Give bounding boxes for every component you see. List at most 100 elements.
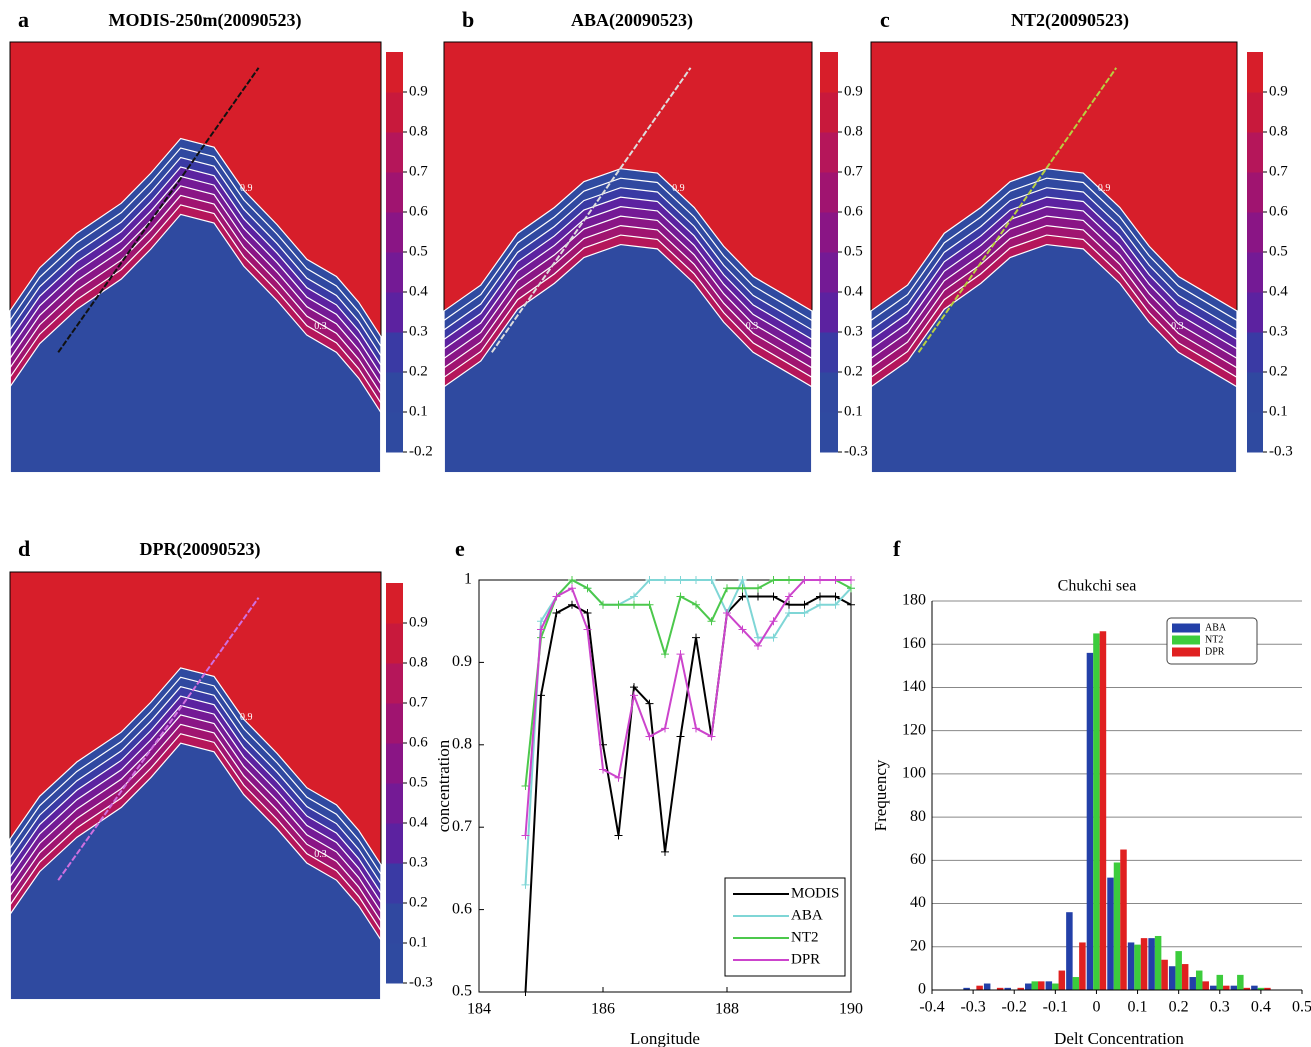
point-marker [738, 625, 747, 634]
point-marker [521, 782, 530, 790]
y-tick-label: 40 [910, 894, 926, 911]
colorbar-tick-label: -0.3 [1269, 443, 1293, 459]
bar [1086, 652, 1094, 990]
legend-label: DPR [1205, 646, 1225, 657]
point-marker [738, 584, 747, 593]
x-tick-label: 0.2 [1169, 999, 1189, 1016]
legend-swatch [1172, 647, 1200, 657]
point-marker [754, 584, 762, 593]
point-marker [599, 600, 607, 609]
colorbar-tick-label: 0.6 [1269, 203, 1288, 219]
point-marker [785, 600, 793, 609]
colorbar-step [386, 252, 403, 293]
colorbar-step [820, 52, 838, 93]
point-marker [738, 592, 747, 601]
colorbar-step [386, 292, 403, 333]
bar [1045, 981, 1053, 990]
colorbar-step [386, 703, 403, 744]
y-tick-label: 180 [902, 592, 926, 609]
point-marker [537, 625, 545, 634]
panel-letter: e [455, 536, 465, 561]
colorbar-step [386, 823, 403, 864]
colorbar-tick-label: 0.3 [844, 323, 863, 339]
colorbar-step [1247, 332, 1263, 373]
point-marker [707, 617, 716, 626]
legend-label: ABA [1205, 622, 1227, 633]
land [871, 244, 1237, 473]
colorbar-tick-label: 0.4 [1269, 283, 1288, 299]
bar [1168, 966, 1176, 990]
x-tick-label: 186 [591, 1001, 615, 1018]
bar [1251, 985, 1258, 990]
point-marker [754, 641, 762, 650]
colorbar-step [386, 92, 403, 133]
contour-label: 0.3 [746, 321, 759, 332]
point-marker [831, 592, 840, 601]
bar [1099, 631, 1107, 990]
contour-line [9, 667, 382, 1001]
y-tick-label: 0.5 [452, 983, 472, 1000]
point-marker [676, 576, 685, 584]
colorbar-step [386, 903, 403, 944]
colorbar-step [1247, 212, 1263, 253]
point-marker [630, 592, 638, 601]
point-marker [568, 576, 576, 584]
contour-label: 0.9 [672, 183, 685, 194]
point-marker [707, 732, 716, 741]
point-marker [630, 691, 638, 700]
bar [1264, 987, 1271, 990]
bar [1031, 981, 1039, 990]
colorbar-tick-label: 0.4 [844, 283, 863, 299]
point-marker [568, 600, 576, 609]
bar [1038, 981, 1045, 990]
y-tick-label: 60 [910, 851, 926, 868]
bar [1216, 974, 1224, 990]
bar [1072, 977, 1080, 990]
land [444, 244, 812, 473]
point-marker [816, 576, 824, 584]
bar [1223, 985, 1230, 990]
colorbar-step [386, 583, 403, 624]
y-tick-label: 0.8 [452, 735, 472, 752]
contour-label: 0.9 [240, 712, 253, 723]
x-tick-label: -0.3 [960, 999, 985, 1016]
point-marker [707, 576, 716, 584]
point-marker [692, 724, 700, 733]
y-tick-label: 120 [902, 721, 926, 738]
bar [1120, 849, 1127, 990]
bar [1066, 912, 1073, 990]
colorbar-tick-label: 0.5 [844, 243, 863, 259]
point-marker [537, 617, 545, 626]
colorbar-tick-label: 0.9 [844, 83, 863, 99]
point-marker [661, 576, 669, 584]
colorbar-tick-label: 0.4 [409, 283, 428, 299]
bar [1161, 959, 1168, 990]
bar [1243, 987, 1251, 990]
colorbar-step [386, 943, 403, 984]
colorbar-step [1247, 252, 1263, 293]
point-marker [800, 608, 809, 617]
y-tick-label: 140 [902, 678, 926, 695]
bar [963, 987, 970, 990]
panel-letter: a [18, 7, 29, 32]
point-marker [661, 724, 669, 733]
colorbar-step [1247, 92, 1263, 133]
colorbar-step [386, 132, 403, 173]
x-tick-label: 184 [467, 1001, 491, 1018]
bar [1113, 862, 1121, 990]
colorbar-tick-label: 0.5 [409, 243, 428, 259]
y-tick-label: 0.9 [452, 653, 472, 670]
y-axis-label: Frequency [871, 759, 890, 831]
bar [1004, 987, 1011, 990]
colorbar-step [386, 372, 403, 413]
bar [1127, 942, 1135, 990]
point-marker [831, 600, 840, 609]
colorbar-tick-label: 0.1 [844, 403, 863, 419]
point-marker [614, 773, 623, 782]
bar [1195, 970, 1203, 990]
point-marker [583, 608, 592, 617]
chart-title: MODIS-250m(20090523) [109, 10, 302, 31]
bar [1134, 944, 1141, 990]
bar [1093, 633, 1100, 990]
colorbar-tick-label: 0.1 [409, 403, 428, 419]
